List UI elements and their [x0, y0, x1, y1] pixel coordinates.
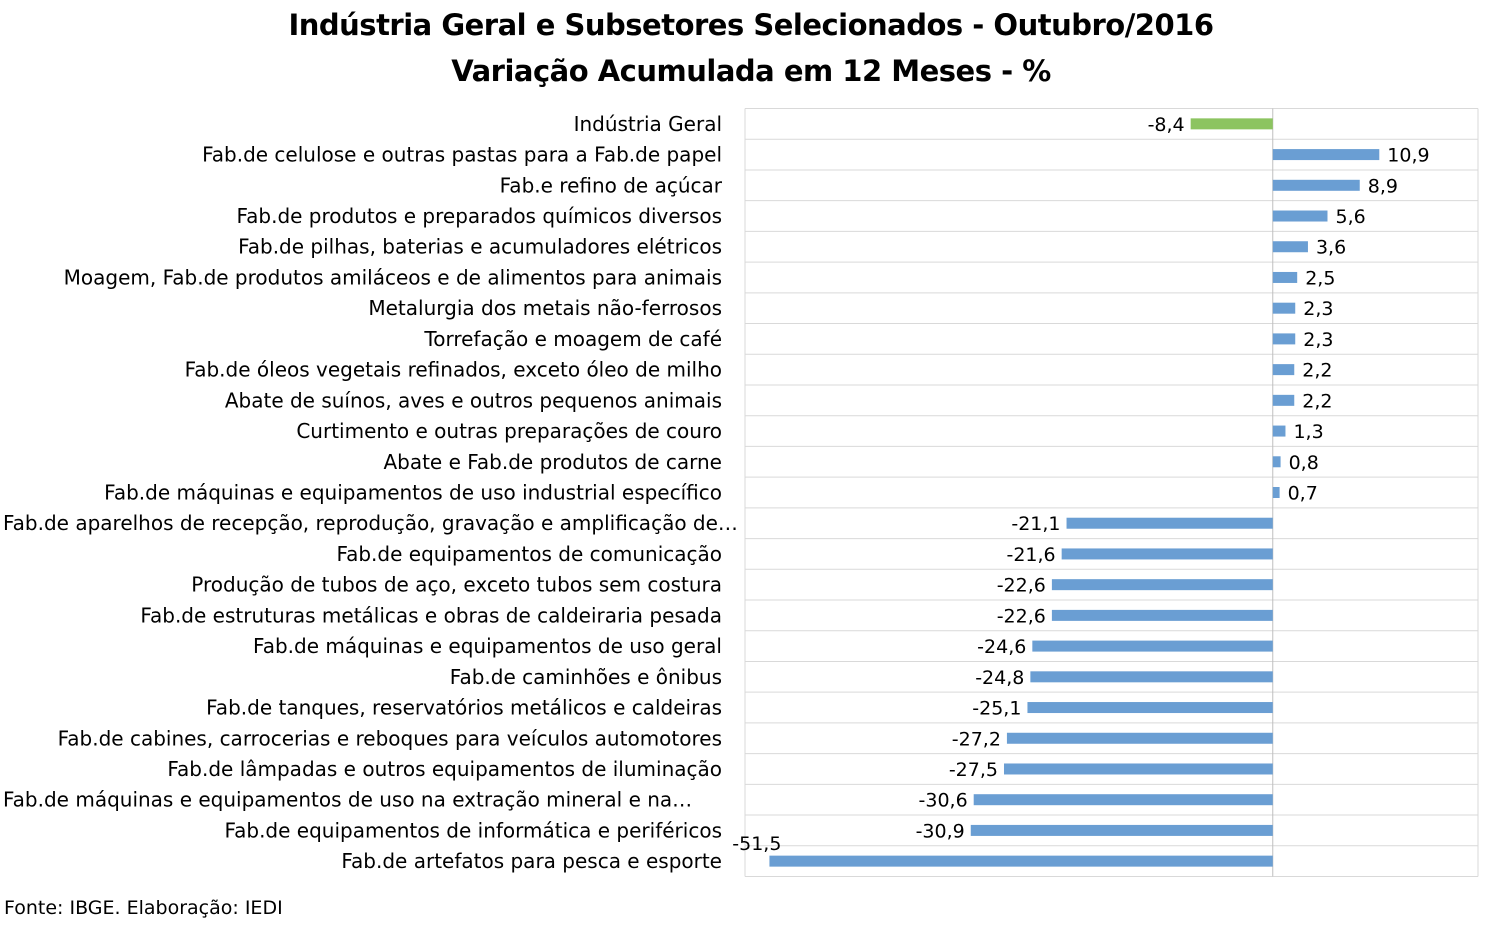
category-label: Fab.de caminhões e ônibus [450, 665, 722, 689]
category-label: Abate de suínos, aves e outros pequenos … [225, 388, 722, 412]
bar [1051, 609, 1273, 621]
bar [769, 855, 1273, 867]
value-label: -25,1 [972, 698, 1021, 720]
category-label: Fab.e refino de açúcar [500, 173, 723, 197]
category-label: Indústria Geral [574, 112, 722, 136]
value-label: -21,6 [1006, 544, 1055, 566]
value-label: 2,5 [1305, 267, 1335, 289]
category-label: Fab.de tanques, reservatórios metálicos … [206, 696, 722, 720]
bar [1006, 732, 1273, 744]
category-label: Fab.de óleos vegetais refinados, exceto … [185, 358, 722, 382]
bar [1051, 579, 1273, 591]
category-label: Fab.de celulose e outras pastas para a F… [202, 143, 722, 167]
category-label: Metalurgia dos metais não-ferrosos [368, 296, 722, 320]
bar [1272, 425, 1286, 437]
value-label: 0,8 [1289, 452, 1319, 474]
value-label: 1,3 [1293, 421, 1323, 443]
category-label: Fab.de cabines, carrocerias e reboques p… [58, 726, 722, 750]
category-label: Fab.de equipamentos de comunicação [336, 542, 722, 566]
bar [1272, 394, 1295, 406]
source-note: Fonte: IBGE. Elaboração: IEDI [4, 897, 283, 919]
category-label: Fab.de máquinas e equipamentos de uso ge… [253, 634, 722, 658]
value-label: -27,2 [952, 728, 1001, 750]
bar [1272, 241, 1308, 253]
bar [1003, 763, 1273, 775]
category-label: Fab.de artefatos para pesca e esporte [341, 849, 722, 873]
value-label: 0,7 [1288, 483, 1318, 505]
value-label: -30,9 [916, 820, 965, 842]
bar [1272, 487, 1280, 498]
category-label: Moagem, Fab.de produtos amiláceos e de a… [64, 265, 722, 289]
chart-title: Indústria Geral e Subsetores Selecionado… [288, 8, 1214, 42]
category-label: Fab.de produtos e preparados químicos di… [236, 204, 722, 228]
bar [1272, 456, 1281, 468]
category-label: Fab.de estruturas metálicas e obras de c… [140, 603, 722, 627]
category-label: Produção de tubos de aço, exceto tubos s… [191, 573, 722, 597]
bar [1272, 302, 1296, 314]
value-label: -22,6 [997, 605, 1046, 627]
chart-subtitle: Variação Acumulada em 12 Meses - % [451, 54, 1051, 88]
value-label: 3,6 [1316, 237, 1346, 259]
value-label: -22,6 [997, 575, 1046, 597]
value-label: 5,6 [1335, 206, 1365, 228]
category-label: Curtimento e outras preparações de couro [296, 419, 722, 443]
bar [973, 794, 1273, 806]
value-label: 2,2 [1302, 390, 1332, 412]
bar [1027, 702, 1273, 714]
category-label: Fab.de lâmpadas e outros equipamentos de… [167, 757, 722, 781]
category-label: Fab.de máquinas e equipamentos de uso in… [104, 481, 722, 505]
value-label: -24,8 [975, 667, 1024, 689]
bar [1272, 364, 1295, 376]
bar [1030, 671, 1273, 683]
value-label: -24,6 [977, 636, 1026, 658]
bar [1190, 118, 1273, 130]
category-label: Fab.de aparelhos de recepção, reprodução… [3, 511, 738, 535]
bar [1272, 271, 1298, 283]
category-label: Fab.de equipamentos de informática e per… [224, 818, 722, 842]
bar [1061, 548, 1273, 560]
bar [1272, 333, 1296, 345]
value-label: 2,3 [1303, 298, 1333, 320]
value-label: 10,9 [1387, 145, 1429, 167]
category-label: Fab.de máquinas e equipamentos de uso na… [3, 788, 692, 812]
bar [1272, 210, 1328, 222]
value-label: -21,1 [1011, 513, 1060, 535]
value-label: -27,5 [949, 759, 998, 781]
value-label: 8,9 [1368, 175, 1398, 197]
bar [1272, 149, 1380, 161]
value-label: 2,3 [1303, 329, 1333, 351]
bar [970, 824, 1273, 836]
bar [1066, 517, 1273, 529]
value-label: 2,2 [1302, 360, 1332, 382]
value-label: -51,5 [732, 833, 781, 855]
category-label: Torrefação e moagem de café [423, 327, 722, 351]
value-label: -8,4 [1148, 114, 1185, 136]
value-label: -30,6 [919, 790, 968, 812]
category-label: Abate e Fab.de produtos de carne [383, 450, 722, 474]
category-label: Fab.de pilhas, baterias e acumuladores e… [238, 235, 722, 259]
bar [1272, 179, 1360, 191]
bar [1032, 640, 1273, 652]
